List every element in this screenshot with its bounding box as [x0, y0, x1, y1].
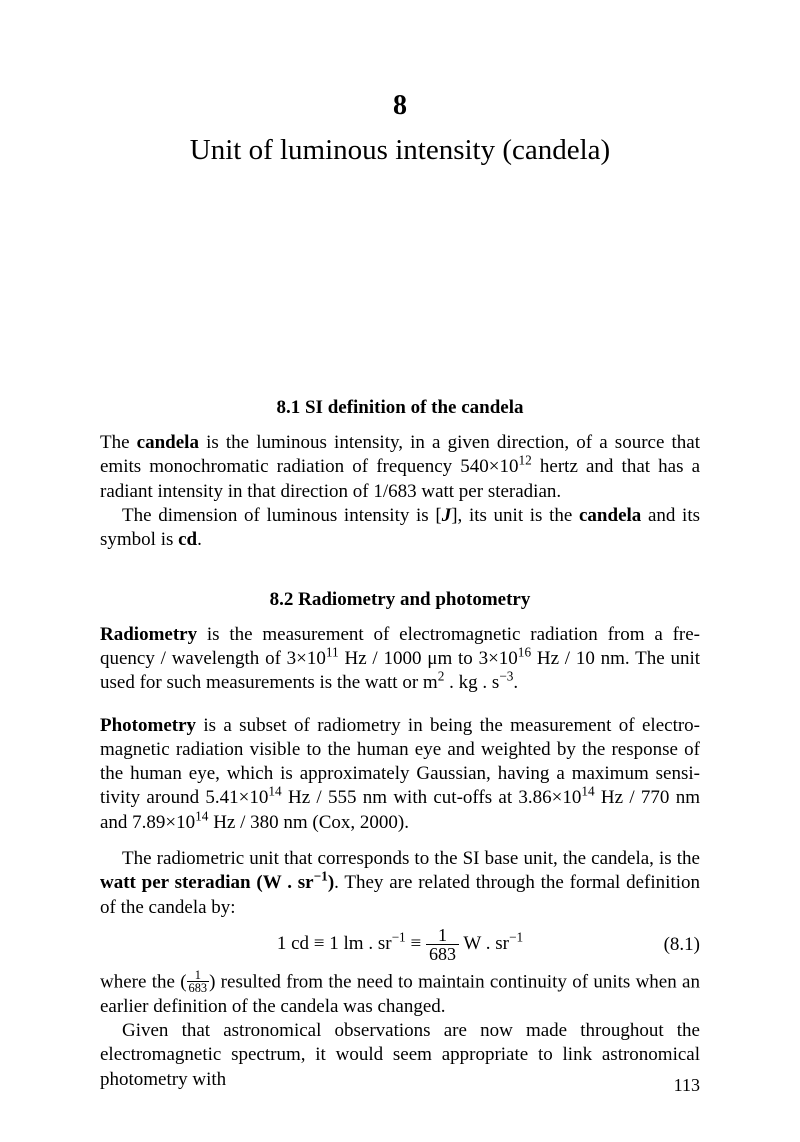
section-heading-2: 8.2 Radiometry and photometry	[100, 589, 700, 611]
page-number: 113	[674, 1075, 700, 1096]
radiometry-paragraph: Radiometry is the measurement of electro…	[100, 623, 700, 696]
equation-number: (8.1)	[650, 934, 700, 956]
equation-8-1: 1 cd ≡ 1 lm . sr−1 ≡ 1683 W . sr−1 (8.1)	[100, 926, 700, 963]
chapter-number: 8	[100, 90, 700, 122]
page: 8 Unit of luminous intensity (candela) 8…	[0, 0, 800, 1142]
chapter-title: Unit of luminous intensity (candela)	[100, 134, 700, 167]
s1-paragraph-2: The dimension of luminous intensity is […	[100, 504, 700, 553]
section-heading-1: 8.1 SI definition of the candela	[100, 397, 700, 419]
photometry-paragraph: Photometry is a subset of radiometry in …	[100, 714, 700, 836]
tail-paragraph-1: where the (1683) resulted from the need …	[100, 969, 700, 1019]
s1-paragraph-1: The candela is the luminous intensity, i…	[100, 431, 700, 504]
tail-paragraph-2: Given that astronomical observations are…	[100, 1019, 700, 1092]
link-paragraph: The radiometric unit that corresponds to…	[100, 847, 700, 920]
